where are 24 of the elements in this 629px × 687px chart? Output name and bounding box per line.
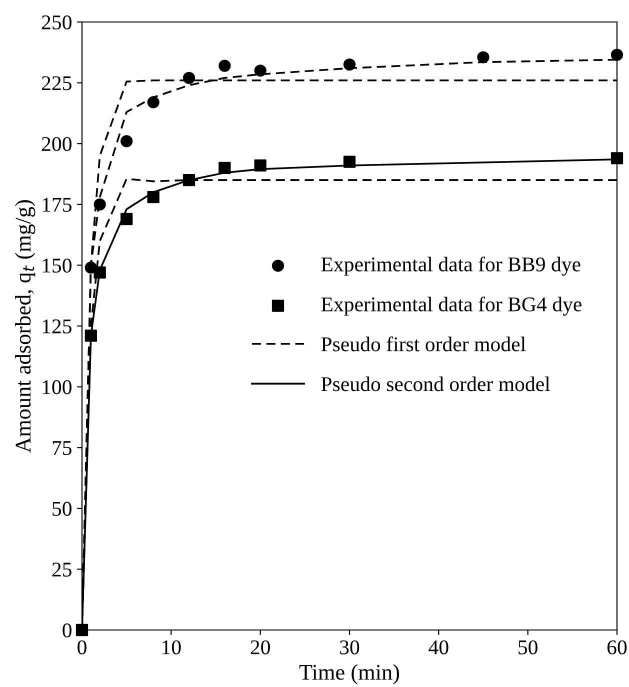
x-tick-label: 30	[340, 640, 360, 654]
y-tick-label: 50	[52, 502, 72, 516]
x-tick-label: 10	[162, 640, 181, 654]
legend-label: Pseudo second order model	[321, 376, 550, 392]
y-axis-title: Amount adsorbed, q$_{t}$ (mg/g)	[15, 200, 36, 453]
x-axis-title: Time (min)	[299, 664, 400, 684]
y-tick-label: 200	[42, 136, 72, 152]
y-tick-label: 175	[42, 198, 72, 212]
y-tick-label: 100	[42, 380, 72, 394]
x-tick-label: 20	[250, 640, 270, 654]
legend-label: Experimental data for BB9 dye	[321, 256, 580, 276]
x-tick-label: 60	[607, 640, 627, 654]
legend-label: Pseudo first order model	[321, 336, 526, 352]
x-tick-label: 50	[518, 640, 538, 654]
y-tick-label: 0	[62, 623, 72, 638]
legend-label: Experimental data for BG4 dye	[321, 296, 582, 316]
y-tick-label: 225	[42, 76, 72, 90]
x-tick-label: 40	[428, 640, 448, 654]
y-tick-label: 25	[52, 562, 72, 577]
y-tick-label: 125	[42, 319, 72, 334]
y-tick-label: 150	[42, 258, 72, 273]
y-tick-label: 75	[52, 441, 72, 456]
x-tick-label: 0	[78, 640, 86, 654]
y-tick-label: 250	[42, 15, 72, 30]
